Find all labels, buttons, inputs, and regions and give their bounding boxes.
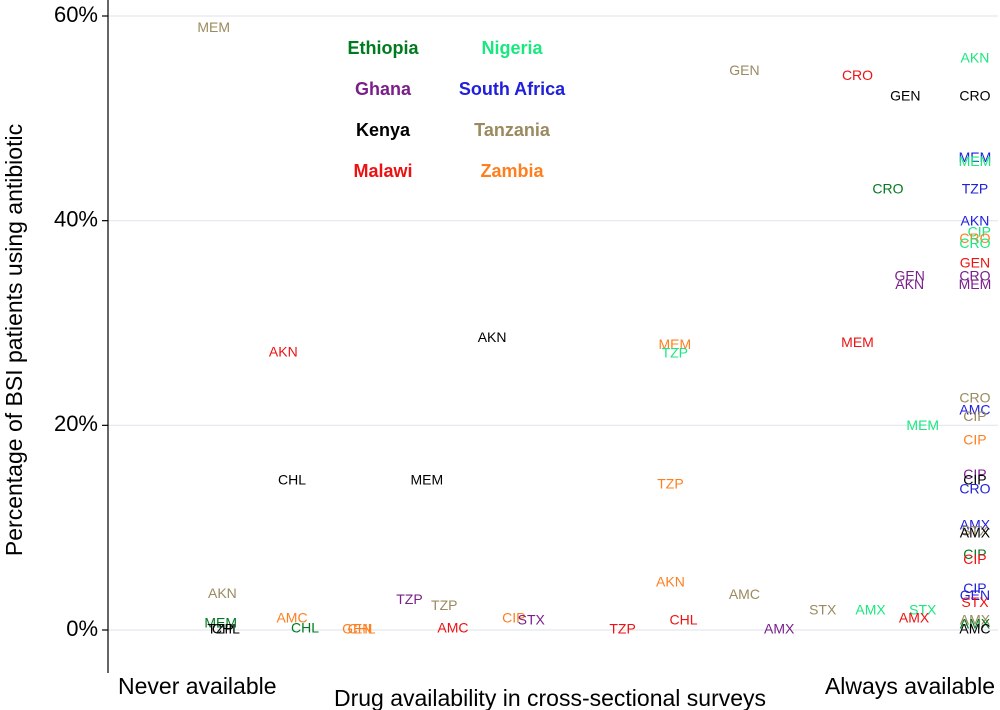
data-point-label: MEM: [411, 471, 444, 487]
x-axis-left-label: Never available: [118, 673, 277, 699]
data-point-label: AMX: [960, 516, 991, 532]
data-point-label: STX: [809, 601, 837, 617]
data-point-label: AMC: [276, 609, 307, 625]
y-tick-label: 20%: [54, 411, 98, 436]
data-point-label: GEN: [342, 621, 372, 637]
y-tick-label: 60%: [54, 2, 98, 27]
data-point-label: AKN: [961, 50, 990, 66]
data-point-label: CHL: [291, 620, 319, 636]
legend-entry: Malawi: [353, 161, 412, 181]
data-point-label: CIP: [963, 466, 986, 482]
data-point-label: TZP: [657, 475, 683, 491]
data-point-label: AMC: [437, 620, 468, 636]
legend-entry: Kenya: [356, 120, 411, 140]
data-point-label: MEM: [959, 153, 992, 169]
legend: Ethiopia Nigeria Ghana South Africa Kenya Tan…: [348, 38, 567, 181]
data-point-label: GEN: [729, 62, 759, 78]
data-point-label: TZP: [207, 621, 233, 637]
data-point-label: CHL: [348, 621, 376, 637]
data-point-label: CIP: [963, 431, 986, 447]
data-point-label: AKN: [269, 343, 298, 359]
data-point-label: TZP: [396, 591, 422, 607]
data-point-label: AMX: [855, 601, 886, 617]
y-tick-label: 40%: [54, 206, 98, 231]
data-point-label: GEN: [960, 587, 990, 603]
y-tick-label: 0%: [66, 616, 98, 641]
data-point-label: MEM: [658, 336, 691, 352]
data-point-label: CRO: [959, 230, 990, 246]
data-point-label: MEM: [959, 276, 992, 292]
data-point-label: MEM: [959, 149, 992, 165]
data-point-label: STX: [909, 601, 937, 617]
data-point-label: AMC: [959, 402, 990, 418]
data-point-label: CIP: [968, 224, 991, 240]
data-point-label: CRO: [872, 181, 903, 197]
gridlines: [108, 15, 998, 631]
legend-entry: Tanzania: [474, 120, 551, 140]
data-point-label: AMX: [960, 525, 991, 541]
data-point-label: AKN: [895, 276, 924, 292]
data-point-label: STX: [518, 611, 546, 627]
data-point-label: AMC: [729, 586, 760, 602]
data-point-label: AKN: [208, 585, 237, 601]
data-point-label: TZP: [962, 181, 988, 197]
data-point-label: CHL: [669, 611, 697, 627]
data-point-label: AMC: [959, 621, 990, 637]
data-point-label: CIP: [963, 546, 986, 562]
x-axis-title: Drug availability in cross-sectional sur…: [334, 685, 766, 710]
data-point-label: CRO: [842, 67, 873, 83]
data-point-label: CIP: [963, 408, 986, 424]
data-point-label: AKN: [961, 212, 990, 228]
y-axis-ticks: 0% 20% 40% 60%: [54, 2, 108, 641]
data-point-label: AMX: [764, 621, 795, 637]
data-point-label: TZP: [431, 597, 457, 613]
data-point-label: STX: [961, 522, 989, 538]
legend-entry: Zambia: [480, 161, 544, 181]
data-point-label: AKN: [478, 329, 507, 345]
legend-entry: South Africa: [459, 79, 566, 99]
data-point-label: CHL: [212, 621, 240, 637]
data-point-label: AMX: [960, 616, 991, 632]
data-point-label: CIP: [963, 471, 986, 487]
data-point-label: AMX: [960, 611, 991, 627]
data-point-label: AKN: [656, 574, 685, 590]
data-point-label: CRO: [959, 88, 990, 104]
data-point-label: GEN: [895, 268, 925, 284]
data-point-label: MEM: [841, 334, 874, 350]
data-point-label: CHL: [278, 471, 306, 487]
legend-entry: Ghana: [355, 79, 412, 99]
data-point-label: GEN: [890, 88, 920, 104]
data-point-label: AMX: [899, 609, 930, 625]
data-point-label: GEN: [960, 254, 990, 270]
data-point-label: CIP: [963, 551, 986, 567]
y-axis-title: Percentage of BSI patients using antibio…: [1, 124, 27, 556]
data-point-label: TZP: [609, 621, 635, 637]
data-point-label: CRO: [959, 235, 990, 251]
data-point-label: CRO: [959, 389, 990, 405]
legend-entry: Nigeria: [481, 38, 543, 58]
data-point-label: MEM: [197, 19, 230, 35]
data-point-label: MEM: [906, 417, 939, 433]
data-point-label: STX: [961, 594, 989, 610]
data-point-label: TZP: [662, 344, 688, 360]
data-point-label: CIP: [963, 580, 986, 596]
data-point-label: MEM: [204, 615, 237, 631]
data-point-label: CIP: [502, 609, 525, 625]
x-axis-right-label: Always available: [825, 673, 995, 699]
legend-entry: Ethiopia: [348, 38, 420, 58]
data-point-label: CRO: [959, 481, 990, 497]
data-point-label: CRO: [959, 268, 990, 284]
